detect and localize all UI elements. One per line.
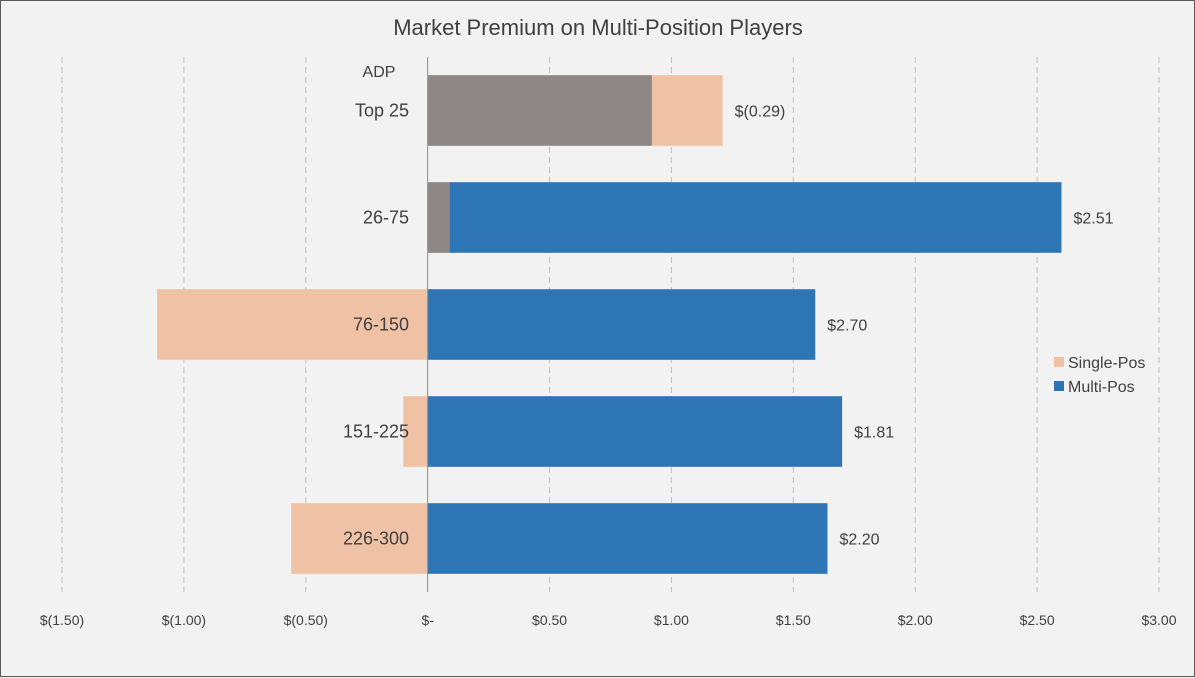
x-tick-label: $0.50: [532, 612, 567, 628]
x-tick-label: $3.00: [1141, 612, 1176, 628]
x-tick-label: $1.50: [776, 612, 811, 628]
bar-overlap: [427, 75, 652, 146]
bar-single-pos: [291, 503, 428, 574]
x-tick-label: $2.00: [898, 612, 933, 628]
bar-overlap: [427, 182, 450, 253]
data-label: $1.81: [854, 425, 894, 442]
legend: Single-Pos Multi-Pos: [1054, 355, 1145, 396]
gridlines: [61, 57, 1160, 592]
bar-single-pos: [403, 396, 428, 467]
category-axis-title: ADP: [363, 64, 396, 81]
bar-multi-pos: [427, 289, 816, 360]
category-label: Top 25: [355, 101, 409, 121]
bar-multi-pos: [427, 503, 828, 574]
bar-multi-pos: [449, 182, 1062, 253]
data-label: $2.20: [839, 532, 879, 549]
category-label: 26-75: [363, 208, 409, 228]
x-tick-label: $-: [421, 612, 434, 628]
x-tick-label: $(0.50): [284, 612, 328, 628]
x-tick-label: $1.00: [654, 612, 689, 628]
legend-label: Multi-Pos: [1068, 379, 1135, 396]
bar-single-pos: [157, 289, 428, 360]
x-tick-label: $2.50: [1020, 612, 1055, 628]
chart-title: Market Premium on Multi-Position Players: [393, 15, 803, 40]
data-label: $2.51: [1073, 211, 1113, 228]
bar-single-pos: [651, 75, 723, 146]
legend-label: Single-Pos: [1068, 355, 1145, 372]
category-label: 151-225: [343, 422, 409, 442]
category-label: 76-150: [353, 315, 409, 335]
category-labels: Top 25 26-75 76-150 151-225 226-300: [343, 101, 409, 549]
bar-multi-pos: [427, 396, 843, 467]
x-tick-label: $(1.00): [162, 612, 206, 628]
legend-swatch: [1054, 357, 1064, 367]
bars: [157, 75, 1062, 574]
data-label: $(0.29): [735, 104, 786, 121]
category-label: 226-300: [343, 529, 409, 549]
x-tick-labels: $(1.50) $(1.00) $(0.50) $- $0.50 $1.00 $1.50 $2…: [40, 612, 1177, 628]
x-tick-label: $(1.50): [40, 612, 84, 628]
data-labels: $(0.29) $2.51 $2.70 $1.81 $2.20: [735, 104, 1114, 549]
legend-swatch: [1054, 381, 1064, 391]
data-label: $2.70: [827, 318, 867, 335]
